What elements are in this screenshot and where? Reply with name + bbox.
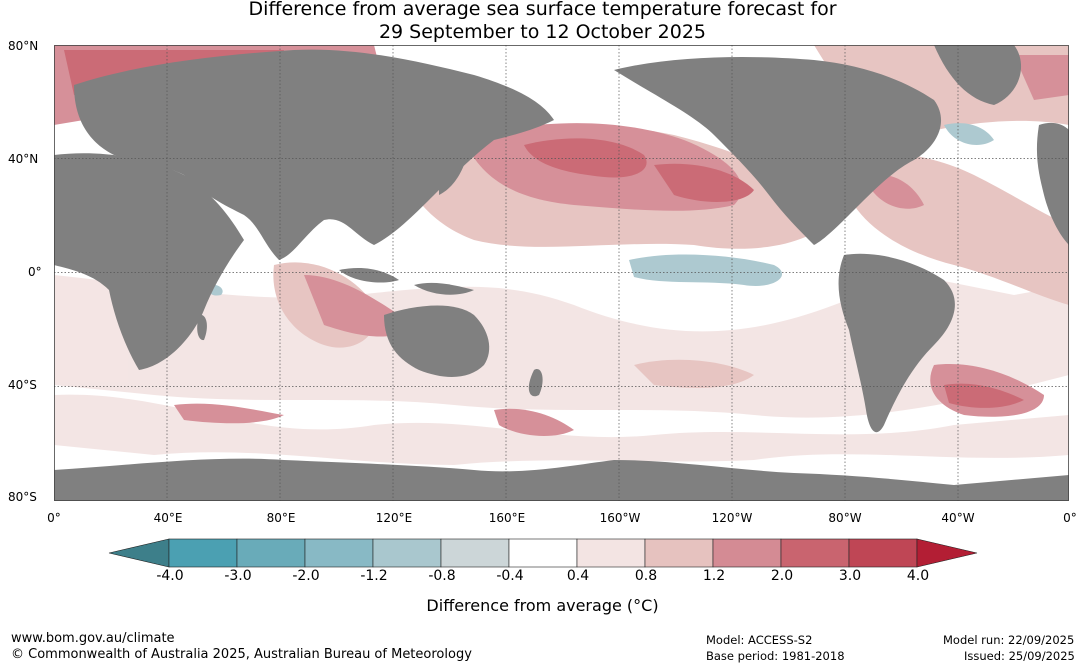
madagascar bbox=[197, 314, 207, 341]
colorbar-segment bbox=[440, 538, 510, 568]
lon-label-80w: 80°W bbox=[828, 511, 862, 525]
website-link[interactable]: www.bom.gov.au/climate bbox=[11, 631, 175, 646]
lon-label-0-right: 0° bbox=[1063, 511, 1077, 525]
graticule bbox=[54, 45, 1069, 501]
western-africa-europe-edge bbox=[1036, 122, 1069, 245]
lat-label-40s: 40°S bbox=[8, 378, 37, 392]
greenland bbox=[934, 45, 1022, 105]
colorbar-tick-label: -1.2 bbox=[360, 568, 388, 584]
issued-date: Issued: 25/09/2025 bbox=[964, 649, 1075, 663]
colorbar-tick-label: 2.0 bbox=[770, 568, 794, 584]
colorbar bbox=[108, 538, 978, 568]
colorbar-segment bbox=[304, 538, 374, 568]
lon-label-160e: 160°E bbox=[488, 511, 526, 525]
lon-label-80e: 80°E bbox=[266, 511, 296, 525]
colorbar-tick-label: -2.0 bbox=[292, 568, 320, 584]
colorbar-segment bbox=[780, 538, 850, 568]
antarctica bbox=[54, 458, 1069, 501]
eurasia bbox=[74, 49, 554, 261]
colorbar-title: Difference from average (°C) bbox=[426, 596, 659, 615]
lon-label-40e: 40°E bbox=[153, 511, 183, 525]
colorbar-segment bbox=[508, 538, 578, 568]
chart-title-line-1: Difference from average sea surface temp… bbox=[248, 0, 837, 20]
south-america bbox=[838, 253, 955, 433]
colorbar-tick-label: 0.4 bbox=[566, 568, 590, 584]
africa bbox=[54, 153, 244, 370]
colorbar-tick-label: -0.8 bbox=[428, 568, 456, 584]
lon-label-40w: 40°W bbox=[941, 511, 975, 525]
colorbar-segment bbox=[168, 538, 238, 568]
new-zealand bbox=[528, 369, 543, 397]
colorbar-tick-label: 0.8 bbox=[634, 568, 658, 584]
lon-label-120e: 120°E bbox=[375, 511, 413, 525]
colorbar-over-triangle bbox=[916, 538, 978, 568]
colorbar-segment bbox=[236, 538, 306, 568]
lat-label-equator: 0° bbox=[28, 265, 42, 279]
lon-label-120w: 120°W bbox=[711, 511, 753, 525]
colorbar-segment bbox=[644, 538, 714, 568]
lon-label-0: 0° bbox=[47, 511, 61, 525]
colorbar-segment bbox=[848, 538, 918, 568]
colorbar-segment bbox=[712, 538, 782, 568]
colorbar-under-triangle bbox=[108, 538, 170, 568]
australia bbox=[384, 305, 490, 377]
indonesia bbox=[339, 268, 399, 283]
new-guinea bbox=[414, 282, 474, 295]
land-masses bbox=[54, 45, 1069, 501]
base-period: Base period: 1981-2018 bbox=[706, 649, 845, 663]
lat-label-40n: 40°N bbox=[8, 152, 39, 166]
lat-label-80s: 80°S bbox=[8, 490, 37, 504]
lon-label-160w: 160°W bbox=[599, 511, 641, 525]
copyright-text: © Commonwealth of Australia 2025, Austra… bbox=[11, 647, 472, 662]
colorbar-segment bbox=[372, 538, 442, 568]
colorbar-tick-label: 1.2 bbox=[702, 568, 726, 584]
colorbar-tick-label: -3.0 bbox=[224, 568, 252, 584]
colorbar-tick-label: -0.4 bbox=[496, 568, 524, 584]
chart-title-line-2: 29 September to 12 October 2025 bbox=[378, 21, 707, 43]
lat-label-80n: 80°N bbox=[8, 39, 39, 53]
japan bbox=[439, 159, 464, 195]
colorbar-tick-label: -4.0 bbox=[156, 568, 184, 584]
model-run-date: Model run: 22/09/2025 bbox=[943, 633, 1075, 647]
model-name: Model: ACCESS-S2 bbox=[706, 633, 813, 647]
north-america bbox=[614, 57, 942, 246]
colorbar-tick-label: 4.0 bbox=[906, 568, 930, 584]
sst-anomaly-map bbox=[54, 45, 1069, 501]
colorbar-tick-label: 3.0 bbox=[838, 568, 862, 584]
colorbar-segment bbox=[576, 538, 646, 568]
map-frame bbox=[54, 45, 1069, 501]
